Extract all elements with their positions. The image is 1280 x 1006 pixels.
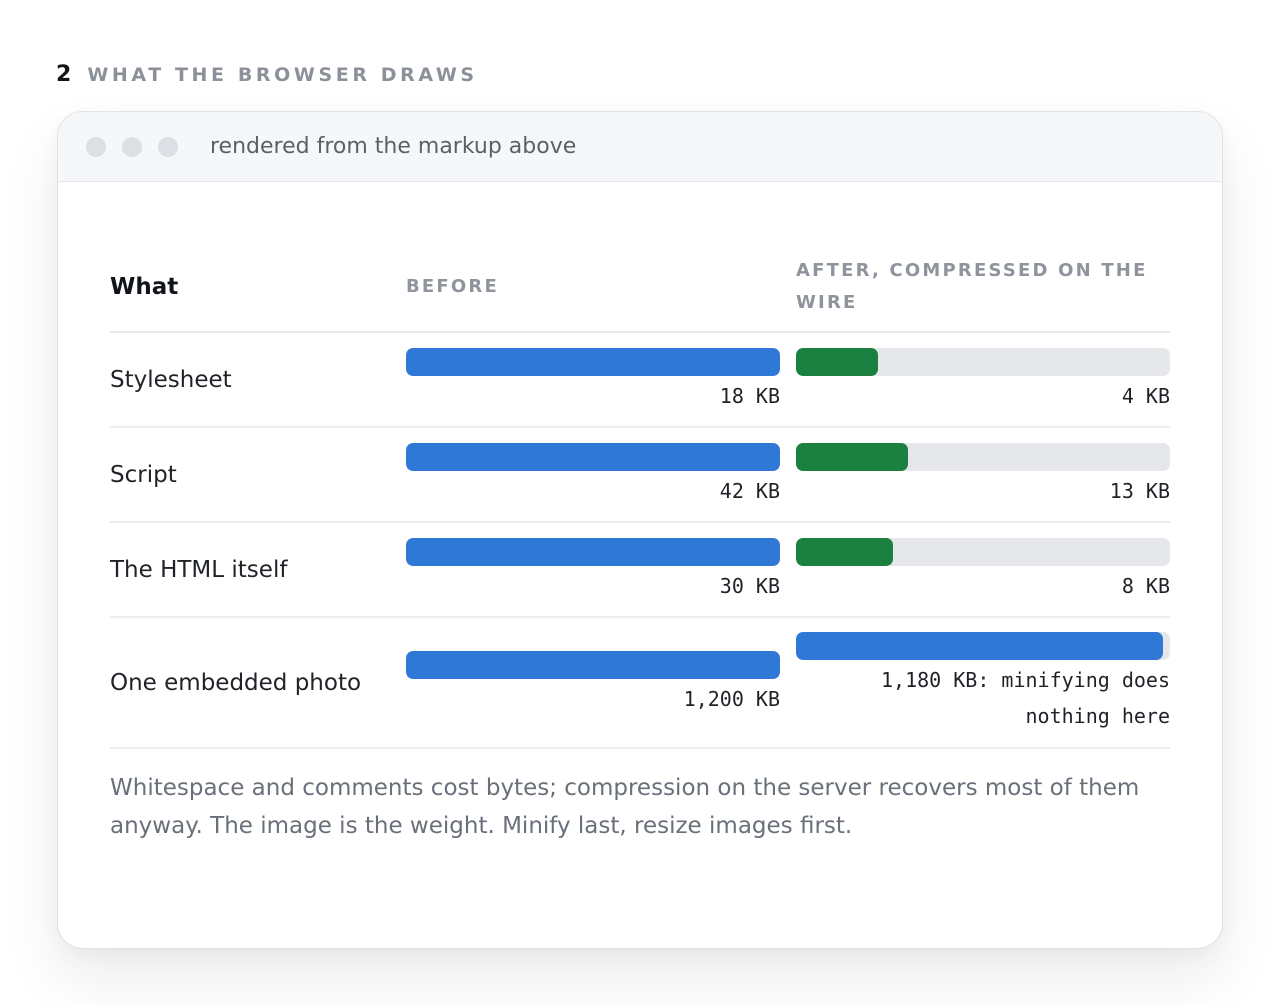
before-value: 42 KB	[719, 478, 780, 503]
before-value: 18 KB	[719, 383, 780, 408]
window-titlebar: rendered from the markup above	[58, 112, 1222, 182]
after-bar-track	[796, 537, 1170, 566]
table-row: The HTML itself 30 KB 8 KB	[110, 522, 1170, 617]
after-bar	[796, 442, 909, 471]
before-value: 30 KB	[719, 573, 780, 598]
window-dot-icon	[122, 137, 142, 157]
before-bar	[406, 347, 780, 376]
before-bar	[406, 537, 780, 566]
row-label: One embedded photo	[110, 669, 362, 696]
header-after: AFTER, COMPRESSED ON THE WIRE	[796, 259, 1148, 313]
after-value: 1,180 KB: minifying does nothing here	[881, 667, 1170, 728]
after-value: 8 KB	[1121, 573, 1170, 598]
before-bar	[406, 442, 780, 471]
before-bar-track	[406, 537, 780, 566]
window-caption: rendered from the markup above	[210, 134, 577, 159]
before-bar-track	[406, 347, 780, 376]
before-bar-track	[406, 650, 780, 679]
before-bar	[406, 650, 780, 679]
section-number: 2	[56, 62, 72, 87]
section-heading: 2 WHAT THE BROWSER DRAWS	[56, 62, 478, 87]
rendered-window: rendered from the markup above What BEFO…	[57, 111, 1223, 949]
after-bar	[796, 631, 1163, 660]
table-row: Stylesheet 18 KB 4 KB	[110, 332, 1170, 427]
row-label: The HTML itself	[110, 556, 288, 583]
after-value: 13 KB	[1109, 478, 1170, 503]
after-bar	[796, 347, 879, 376]
after-value: 4 KB	[1121, 383, 1170, 408]
header-what: What	[110, 273, 179, 300]
table-row: Script 42 KB 13 KB	[110, 427, 1170, 522]
size-comparison-table: What BEFORE AFTER, COMPRESSED ON THE WIR…	[110, 242, 1170, 749]
window-dot-icon	[86, 137, 106, 157]
row-label: Stylesheet	[110, 366, 232, 393]
before-value: 1,200 KB	[683, 686, 780, 711]
header-before: BEFORE	[406, 275, 499, 297]
before-bar-track	[406, 442, 780, 471]
footnote: Whitespace and comments cost bytes; comp…	[110, 775, 1140, 839]
table-row: One embedded photo 1,200 KB 1,180 KB: mi…	[110, 617, 1170, 748]
after-bar-track	[796, 442, 1170, 471]
window-dot-icon	[158, 137, 178, 157]
after-bar-track	[796, 631, 1170, 660]
row-label: Script	[110, 461, 177, 488]
section-title: WHAT THE BROWSER DRAWS	[87, 64, 478, 86]
after-bar	[796, 537, 894, 566]
table-header-row: What BEFORE AFTER, COMPRESSED ON THE WIR…	[110, 242, 1170, 332]
after-bar-track	[796, 347, 1170, 376]
